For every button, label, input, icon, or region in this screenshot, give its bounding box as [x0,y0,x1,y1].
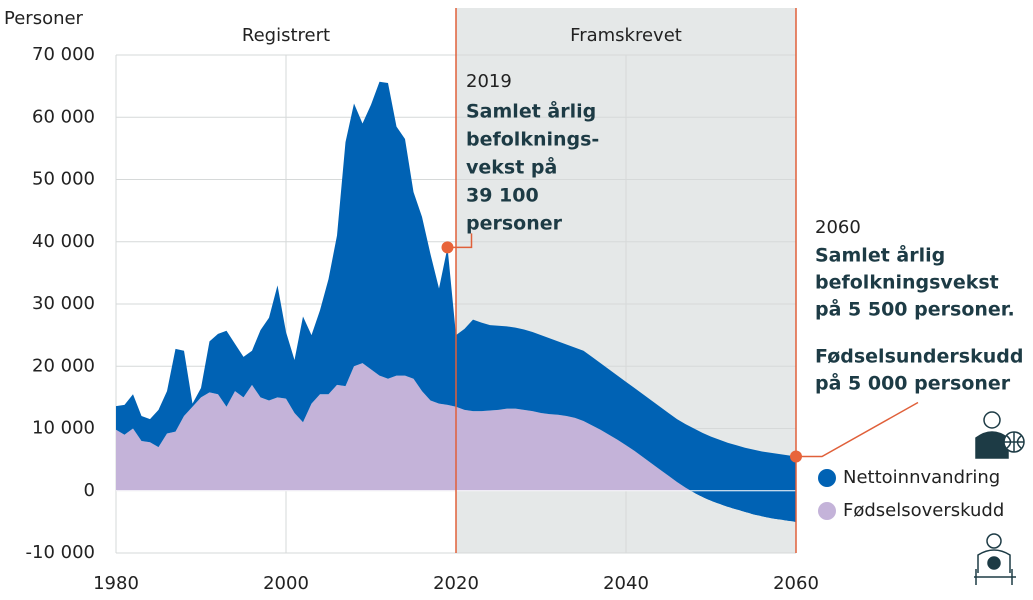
icon-family [974,533,1016,585]
y-tick-label: 50 000 [32,169,95,190]
y-tick-label: 0 [84,480,95,501]
area [116,81,796,522]
y-tick-label: 60 000 [32,106,95,127]
annotation-text: befolkningsvekst [815,272,999,294]
annotation-text: 39 100 [466,185,539,207]
legend-swatch [818,469,836,487]
x-tick-label: 2040 [603,573,649,594]
y-tick-label: 30 000 [32,293,95,314]
y-tick-label: -10 000 [26,542,95,563]
leader-line [447,233,473,249]
x-tick-label: 2020 [433,573,479,594]
leader-line [796,401,919,458]
y-axis-label: Personer [4,8,84,29]
annotation-text: personer [466,213,563,235]
annotation-text: Samlet årlig [466,99,596,123]
y-tick-label: 20 000 [32,355,95,376]
y-tick-label: 40 000 [32,231,95,252]
region-label: Framskrevet [570,25,682,46]
annotation-year: 2019 [466,71,512,92]
icon-person [975,411,1025,459]
annotation-dot [790,450,802,463]
x-tick-label: 1980 [93,573,139,594]
annotation-text: vekst på [466,155,557,179]
region-label: Registrert [242,25,330,46]
annotation-text: befolknings- [466,129,599,151]
annotation-text: på 5 500 personer. [815,297,1015,321]
y-tick-label: 70 000 [32,44,95,65]
y-tick-label: 10 000 [32,418,95,439]
legend-label: Fødselsoverskudd [843,500,1004,521]
note-text: Fødselsunderskudd [815,346,1023,368]
annotation-year: 2060 [815,217,861,238]
note-text: på 5 000 personer [815,371,1011,395]
legend-label: Nettoinnvandring [843,467,1000,488]
legend-swatch [818,502,836,520]
annotation-text: Samlet årlig [815,243,945,267]
annotation-dot [441,241,454,254]
x-tick-label: 2000 [263,573,309,594]
x-tick-label: 2060 [773,573,819,594]
